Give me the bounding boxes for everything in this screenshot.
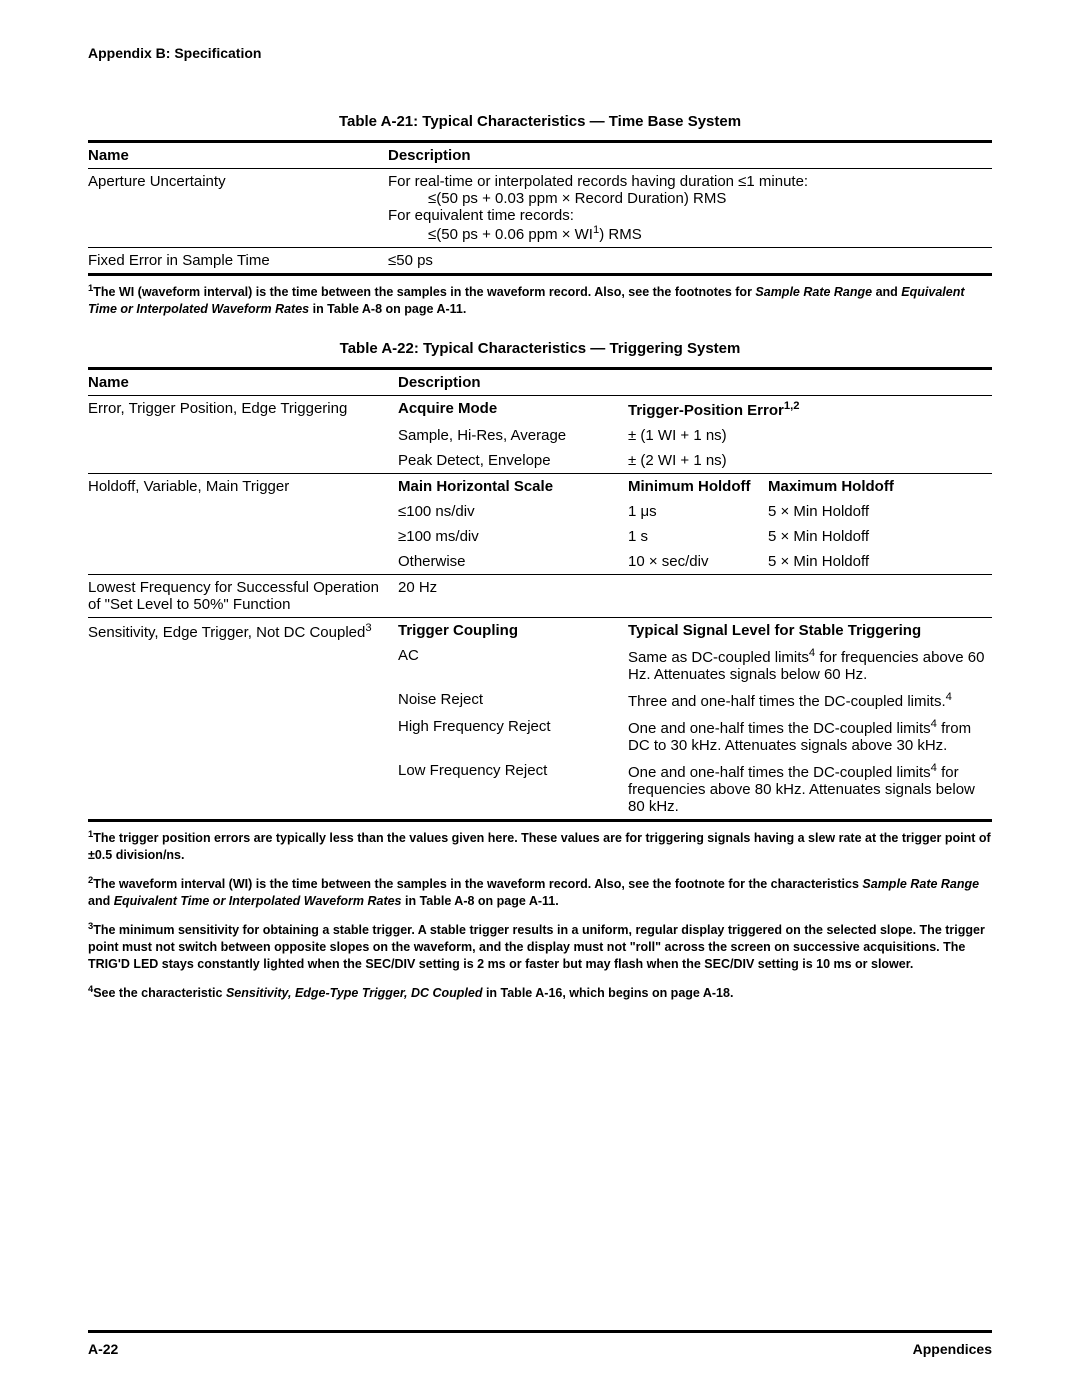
page-number: A-22 <box>88 1341 118 1357</box>
cell: ± (1 WI + 1 ns) <box>628 423 992 448</box>
page-footer: A-22 Appendices <box>88 1330 992 1357</box>
col-header-desc: Description <box>398 368 992 395</box>
cell: 20 Hz <box>398 574 992 617</box>
footnote: 3The minimum sensitivity for obtaining a… <box>88 920 992 973</box>
footer-right: Appendices <box>913 1341 992 1357</box>
subheader: Main Horizontal Scale <box>398 473 628 499</box>
cell: Sensitivity, Edge Trigger, Not DC Couple… <box>88 617 398 820</box>
cell: AC <box>398 643 628 687</box>
subheader: Trigger-Position Error1,2 <box>628 395 992 423</box>
cell: Aperture Uncertainty <box>88 169 388 248</box>
appendix-title: Appendix B: Specification <box>88 45 992 61</box>
footnote: 1The trigger position errors are typical… <box>88 828 992 864</box>
text: For real-time or interpolated records ha… <box>388 173 986 190</box>
cell: ≥100 ms/div <box>398 524 628 549</box>
footnote: 1The WI (waveform interval) is the time … <box>88 282 992 318</box>
cell: Error, Trigger Position, Edge Triggering <box>88 395 398 473</box>
cell: ≤100 ns/div <box>398 499 628 524</box>
cell: 5 × Min Holdoff <box>768 524 992 549</box>
cell: 10 × sec/div <box>628 549 768 575</box>
cell: Lowest Frequency for Successful Operatio… <box>88 574 398 617</box>
col-header-desc: Description <box>388 142 992 169</box>
cell: Holdoff, Variable, Main Trigger <box>88 473 398 574</box>
subheader: Maximum Holdoff <box>768 473 992 499</box>
cell: Same as DC-coupled limits4 for frequenci… <box>628 643 992 687</box>
subheader: Minimum Holdoff <box>628 473 768 499</box>
cell: One and one-half times the DC-coupled li… <box>628 758 992 821</box>
cell: Three and one-half times the DC-coupled … <box>628 687 992 714</box>
cell: Fixed Error in Sample Time <box>88 248 388 275</box>
footnote: 2The waveform interval (WI) is the time … <box>88 874 992 910</box>
cell: One and one-half times the DC-coupled li… <box>628 714 992 758</box>
text: For equivalent time records: <box>388 207 986 224</box>
subheader: Trigger Coupling <box>398 617 628 643</box>
page: Appendix B: Specification Table A-21: Ty… <box>0 0 1080 1397</box>
cell: 5 × Min Holdoff <box>768 549 992 575</box>
cell: 1 μs <box>628 499 768 524</box>
subheader: Typical Signal Level for Stable Triggeri… <box>628 617 992 643</box>
table-a22-title: Table A-22: Typical Characteristics — Tr… <box>88 340 992 357</box>
table-a22: Name Description Error, Trigger Position… <box>88 367 992 822</box>
cell: Noise Reject <box>398 687 628 714</box>
cell: High Frequency Reject <box>398 714 628 758</box>
table-a21-title: Table A-21: Typical Characteristics — Ti… <box>88 113 992 130</box>
footnote: 4See the characteristic Sensitivity, Edg… <box>88 983 992 1002</box>
text: ≤(50 ps + 0.03 ppm × Record Duration) RM… <box>388 190 986 207</box>
table-a22-footnotes: 1The trigger position errors are typical… <box>88 828 992 1002</box>
table-a21-footnotes: 1The WI (waveform interval) is the time … <box>88 282 992 318</box>
cell: 1 s <box>628 524 768 549</box>
cell: Low Frequency Reject <box>398 758 628 821</box>
subheader: Acquire Mode <box>398 395 628 423</box>
text: ≤(50 ps + 0.06 ppm × WI1) RMS <box>388 224 986 243</box>
cell: For real-time or interpolated records ha… <box>388 169 992 248</box>
table-a21: Name Description Aperture Uncertainty Fo… <box>88 140 992 276</box>
cell: 5 × Min Holdoff <box>768 499 992 524</box>
cell: ± (2 WI + 1 ns) <box>628 448 992 474</box>
col-header-name: Name <box>88 368 398 395</box>
col-header-name: Name <box>88 142 388 169</box>
cell: ≤50 ps <box>388 248 992 275</box>
cell: Sample, Hi-Res, Average <box>398 423 628 448</box>
cell: Otherwise <box>398 549 628 575</box>
cell: Peak Detect, Envelope <box>398 448 628 474</box>
